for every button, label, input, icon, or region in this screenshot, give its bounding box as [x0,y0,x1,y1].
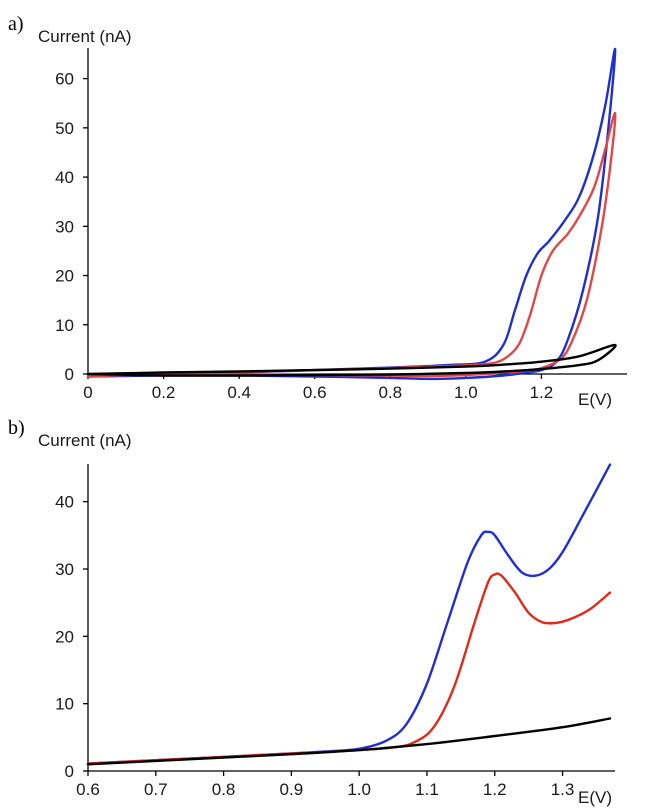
series-line-2 [86,572,612,765]
y-tick-label: 30 [55,560,74,579]
x-tick-label: 0.8 [212,780,236,799]
x-tick-label: 1.2 [530,383,554,402]
x-axis-title-b: E(V) [578,788,612,807]
x-tick-label: 1.0 [347,780,371,799]
y-tick-label: 40 [55,493,74,512]
series-group-a [86,47,617,381]
series-line-2 [86,111,617,378]
chart-panel-b: b) Current (nA) E(V) 0.6 0.7 0.8 0.9 1.0 1.1 1… [8,417,615,807]
x-tick-label: 0.7 [144,780,168,799]
tick-group-b: 0.6 0.7 0.8 0.9 1.0 1.1 1.2 1.3 0 10 20 30 40 [55,493,574,799]
panel-label-a: a) [8,13,24,35]
x-tick-label: 0.9 [280,780,304,799]
panel-label-b: b) [8,417,25,439]
y-axis-title-b: Current (nA) [38,431,132,450]
x-tick-label: 0.2 [152,383,176,402]
x-tick-label: 0.4 [227,383,251,402]
x-tick-label: 0 [83,383,92,402]
x-tick-label: 0.8 [378,383,402,402]
series-line-3 [86,343,617,377]
y-tick-label: 0 [65,762,74,781]
series-line-3 [86,717,612,766]
series-line-1 [86,463,612,765]
x-tick-label: 0.6 [303,383,327,402]
x-tick-label: 1.1 [415,780,439,799]
y-tick-label: 20 [55,267,74,286]
y-tick-label: 10 [55,316,74,335]
series-group-b [86,463,612,766]
x-tick-label: 1.2 [483,780,507,799]
y-tick-label: 0 [65,365,74,384]
tick-group-a: 0 0.2 0.4 0.6 0.8 1.0 1.2 0 10 20 30 40 50 60 [55,70,553,402]
series-line-1 [86,47,617,381]
chart-panel-a: a) Current (nA) E(V) 0 0.2 0.4 0.6 0.8 1.0 1.2… [8,13,627,409]
x-tick-label: 0.6 [76,780,100,799]
y-tick-label: 50 [55,119,74,138]
y-tick-label: 30 [55,217,74,236]
y-tick-label: 60 [55,70,74,89]
x-tick-label: 1.3 [551,780,575,799]
y-tick-label: 10 [55,695,74,714]
y-axis-title-a: Current (nA) [38,27,132,46]
y-tick-label: 40 [55,168,74,187]
y-tick-label: 20 [55,627,74,646]
x-axis-title-a: E(V) [578,390,612,409]
x-tick-label: 1.0 [454,383,478,402]
